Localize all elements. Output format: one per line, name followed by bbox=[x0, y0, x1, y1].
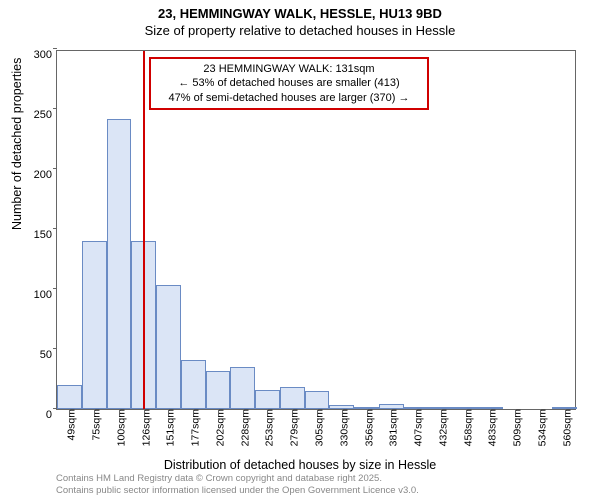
y-tick-mark bbox=[53, 48, 57, 49]
histogram-bar bbox=[280, 387, 305, 409]
x-tick-label: 177sqm bbox=[185, 409, 202, 446]
x-tick-label: 305sqm bbox=[309, 409, 326, 446]
chart-title-block: 23, HEMMINGWAY WALK, HESSLE, HU13 9BD Si… bbox=[0, 0, 600, 38]
annotation-line3: 47% of semi-detached houses are larger (… bbox=[157, 91, 421, 105]
x-tick-mark bbox=[367, 409, 368, 413]
histogram-bar bbox=[107, 119, 132, 409]
histogram-bar bbox=[181, 360, 206, 409]
x-tick-mark bbox=[119, 409, 120, 413]
annotation-line1: 23 HEMMINGWAY WALK: 131sqm bbox=[157, 62, 421, 76]
footer-line2: Contains public sector information licen… bbox=[56, 485, 419, 497]
x-tick-mark bbox=[540, 409, 541, 413]
histogram-bar bbox=[206, 371, 231, 409]
x-tick-mark bbox=[243, 409, 244, 413]
x-tick-mark bbox=[317, 409, 318, 413]
x-tick-label: 381sqm bbox=[383, 409, 400, 446]
x-tick-label: 356sqm bbox=[358, 409, 375, 446]
x-tick-mark bbox=[391, 409, 392, 413]
x-tick-mark bbox=[218, 409, 219, 413]
annotation-line2: ← 53% of detached houses are smaller (41… bbox=[157, 76, 421, 90]
chart-plot-area: 23 HEMMINGWAY WALK: 131sqm ← 53% of deta… bbox=[56, 50, 576, 410]
x-tick-mark bbox=[69, 409, 70, 413]
y-tick-mark bbox=[53, 168, 57, 169]
x-tick-label: 509sqm bbox=[507, 409, 524, 446]
x-tick-label: 279sqm bbox=[284, 409, 301, 446]
x-tick-mark bbox=[193, 409, 194, 413]
histogram-bar bbox=[156, 285, 181, 409]
y-axis-label: Number of detached properties bbox=[10, 58, 24, 230]
x-axis-label: Distribution of detached houses by size … bbox=[0, 458, 600, 472]
x-tick-label: 432sqm bbox=[432, 409, 449, 446]
histogram-bar bbox=[230, 367, 255, 409]
y-tick-mark bbox=[53, 348, 57, 349]
x-tick-mark bbox=[416, 409, 417, 413]
x-tick-label: 49sqm bbox=[61, 409, 78, 441]
y-tick-mark bbox=[53, 108, 57, 109]
x-tick-label: 458sqm bbox=[457, 409, 474, 446]
x-tick-mark bbox=[267, 409, 268, 413]
x-tick-label: 407sqm bbox=[408, 409, 425, 446]
y-tick-label: 0 bbox=[46, 409, 57, 421]
x-tick-mark bbox=[144, 409, 145, 413]
footer-line1: Contains HM Land Registry data © Crown c… bbox=[56, 473, 419, 485]
histogram-bar bbox=[82, 241, 107, 409]
annotation-box: 23 HEMMINGWAY WALK: 131sqm ← 53% of deta… bbox=[149, 57, 429, 110]
y-tick-label: 50 bbox=[40, 349, 57, 361]
x-tick-label: 253sqm bbox=[259, 409, 276, 446]
y-tick-mark bbox=[53, 228, 57, 229]
x-tick-label: 126sqm bbox=[135, 409, 152, 446]
x-tick-label: 151sqm bbox=[160, 409, 177, 446]
chart-title-line2: Size of property relative to detached ho… bbox=[0, 23, 600, 38]
y-tick-label: 300 bbox=[34, 49, 57, 61]
x-tick-label: 202sqm bbox=[209, 409, 226, 446]
y-tick-label: 150 bbox=[34, 229, 57, 241]
chart-title-line1: 23, HEMMINGWAY WALK, HESSLE, HU13 9BD bbox=[0, 6, 600, 21]
x-tick-label: 534sqm bbox=[531, 409, 548, 446]
x-tick-mark bbox=[466, 409, 467, 413]
x-tick-mark bbox=[94, 409, 95, 413]
x-tick-mark bbox=[342, 409, 343, 413]
x-tick-label: 483sqm bbox=[482, 409, 499, 446]
x-tick-mark bbox=[168, 409, 169, 413]
x-tick-mark bbox=[515, 409, 516, 413]
x-tick-mark bbox=[490, 409, 491, 413]
x-tick-label: 75sqm bbox=[86, 409, 103, 441]
histogram-bar bbox=[255, 390, 280, 409]
histogram-bar bbox=[305, 391, 330, 409]
reference-line bbox=[143, 51, 145, 409]
x-tick-label: 228sqm bbox=[234, 409, 251, 446]
x-tick-label: 330sqm bbox=[333, 409, 350, 446]
chart-footer: Contains HM Land Registry data © Crown c… bbox=[56, 473, 419, 497]
histogram-bar bbox=[57, 385, 82, 409]
x-tick-label: 100sqm bbox=[110, 409, 127, 446]
y-tick-mark bbox=[53, 288, 57, 289]
x-tick-mark bbox=[292, 409, 293, 413]
y-tick-label: 200 bbox=[34, 169, 57, 181]
x-tick-mark bbox=[565, 409, 566, 413]
y-tick-label: 250 bbox=[34, 109, 57, 121]
x-tick-label: 560sqm bbox=[556, 409, 573, 446]
y-tick-label: 100 bbox=[34, 289, 57, 301]
x-tick-mark bbox=[441, 409, 442, 413]
